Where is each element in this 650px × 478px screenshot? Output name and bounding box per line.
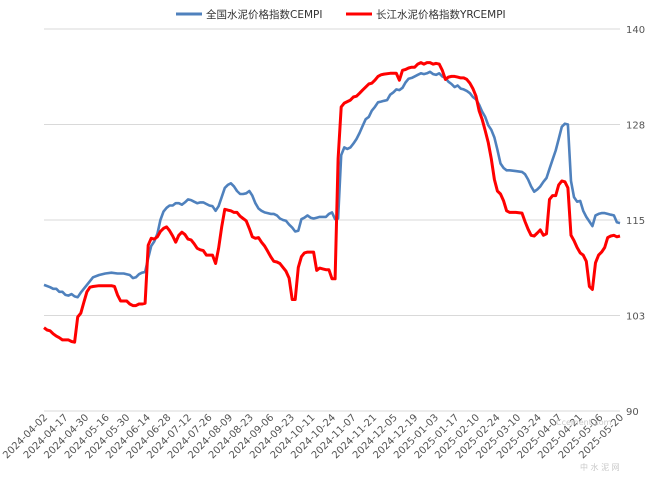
watermark: 中 水 泥 网 Ccement.com <box>556 418 620 472</box>
legend-label-2: 长江水泥价格指数YRCEMPI <box>376 8 506 21</box>
legend: 全国水泥价格指数CEMPI 长江水泥价格指数YRCEMPI <box>176 8 506 21</box>
series-lines <box>43 61 621 344</box>
x-axis-ticks: 2024-04-022024-04-172024-04-302024-05-16… <box>1 412 626 461</box>
y-tick-label: 128 <box>626 121 645 132</box>
y-tick-label: 140 <box>626 25 645 36</box>
watermark-en: Ccement.com <box>556 418 612 427</box>
y-axis-ticks: 90 103 115 128 140 <box>626 25 645 418</box>
y-tick-label: 103 <box>626 312 645 323</box>
legend-label-1: 全国水泥价格指数CEMPI <box>206 8 322 21</box>
y-tick-label: 90 <box>626 407 639 418</box>
series-line-2 <box>43 61 621 344</box>
grid-lines <box>44 28 620 412</box>
series-line-1 <box>43 70 621 299</box>
y-tick-label: 115 <box>626 216 645 227</box>
watermark-cn: 中 水 泥 网 <box>580 462 620 472</box>
